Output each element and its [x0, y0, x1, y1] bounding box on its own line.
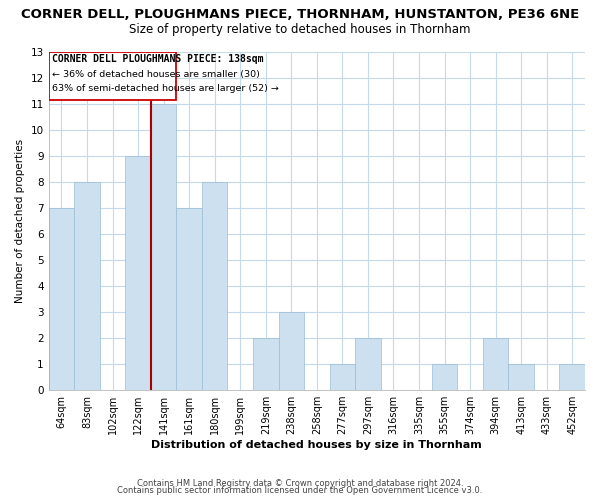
Bar — [355, 338, 380, 390]
Bar — [253, 338, 278, 390]
Y-axis label: Number of detached properties: Number of detached properties — [15, 138, 25, 303]
Text: Contains public sector information licensed under the Open Government Licence v3: Contains public sector information licen… — [118, 486, 482, 495]
FancyBboxPatch shape — [49, 52, 176, 100]
Bar — [483, 338, 508, 390]
Text: 63% of semi-detached houses are larger (52) →: 63% of semi-detached houses are larger (… — [52, 84, 280, 93]
Text: ← 36% of detached houses are smaller (30): ← 36% of detached houses are smaller (30… — [52, 70, 260, 80]
X-axis label: Distribution of detached houses by size in Thornham: Distribution of detached houses by size … — [151, 440, 482, 450]
Text: CORNER DELL, PLOUGHMANS PIECE, THORNHAM, HUNSTANTON, PE36 6NE: CORNER DELL, PLOUGHMANS PIECE, THORNHAM,… — [21, 8, 579, 20]
Bar — [559, 364, 585, 390]
Bar — [329, 364, 355, 390]
Bar — [508, 364, 534, 390]
Text: Contains HM Land Registry data © Crown copyright and database right 2024.: Contains HM Land Registry data © Crown c… — [137, 478, 463, 488]
Bar — [202, 182, 227, 390]
Bar — [74, 182, 100, 390]
Bar — [125, 156, 151, 390]
Bar — [432, 364, 457, 390]
Bar — [278, 312, 304, 390]
Bar — [151, 104, 176, 390]
Text: Size of property relative to detached houses in Thornham: Size of property relative to detached ho… — [129, 22, 471, 36]
Text: CORNER DELL PLOUGHMANS PIECE: 138sqm: CORNER DELL PLOUGHMANS PIECE: 138sqm — [52, 54, 264, 64]
Bar — [49, 208, 74, 390]
Bar — [176, 208, 202, 390]
